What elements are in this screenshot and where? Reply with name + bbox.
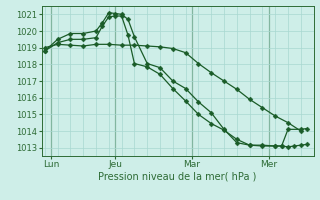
X-axis label: Pression niveau de la mer( hPa ): Pression niveau de la mer( hPa ): [99, 172, 257, 182]
